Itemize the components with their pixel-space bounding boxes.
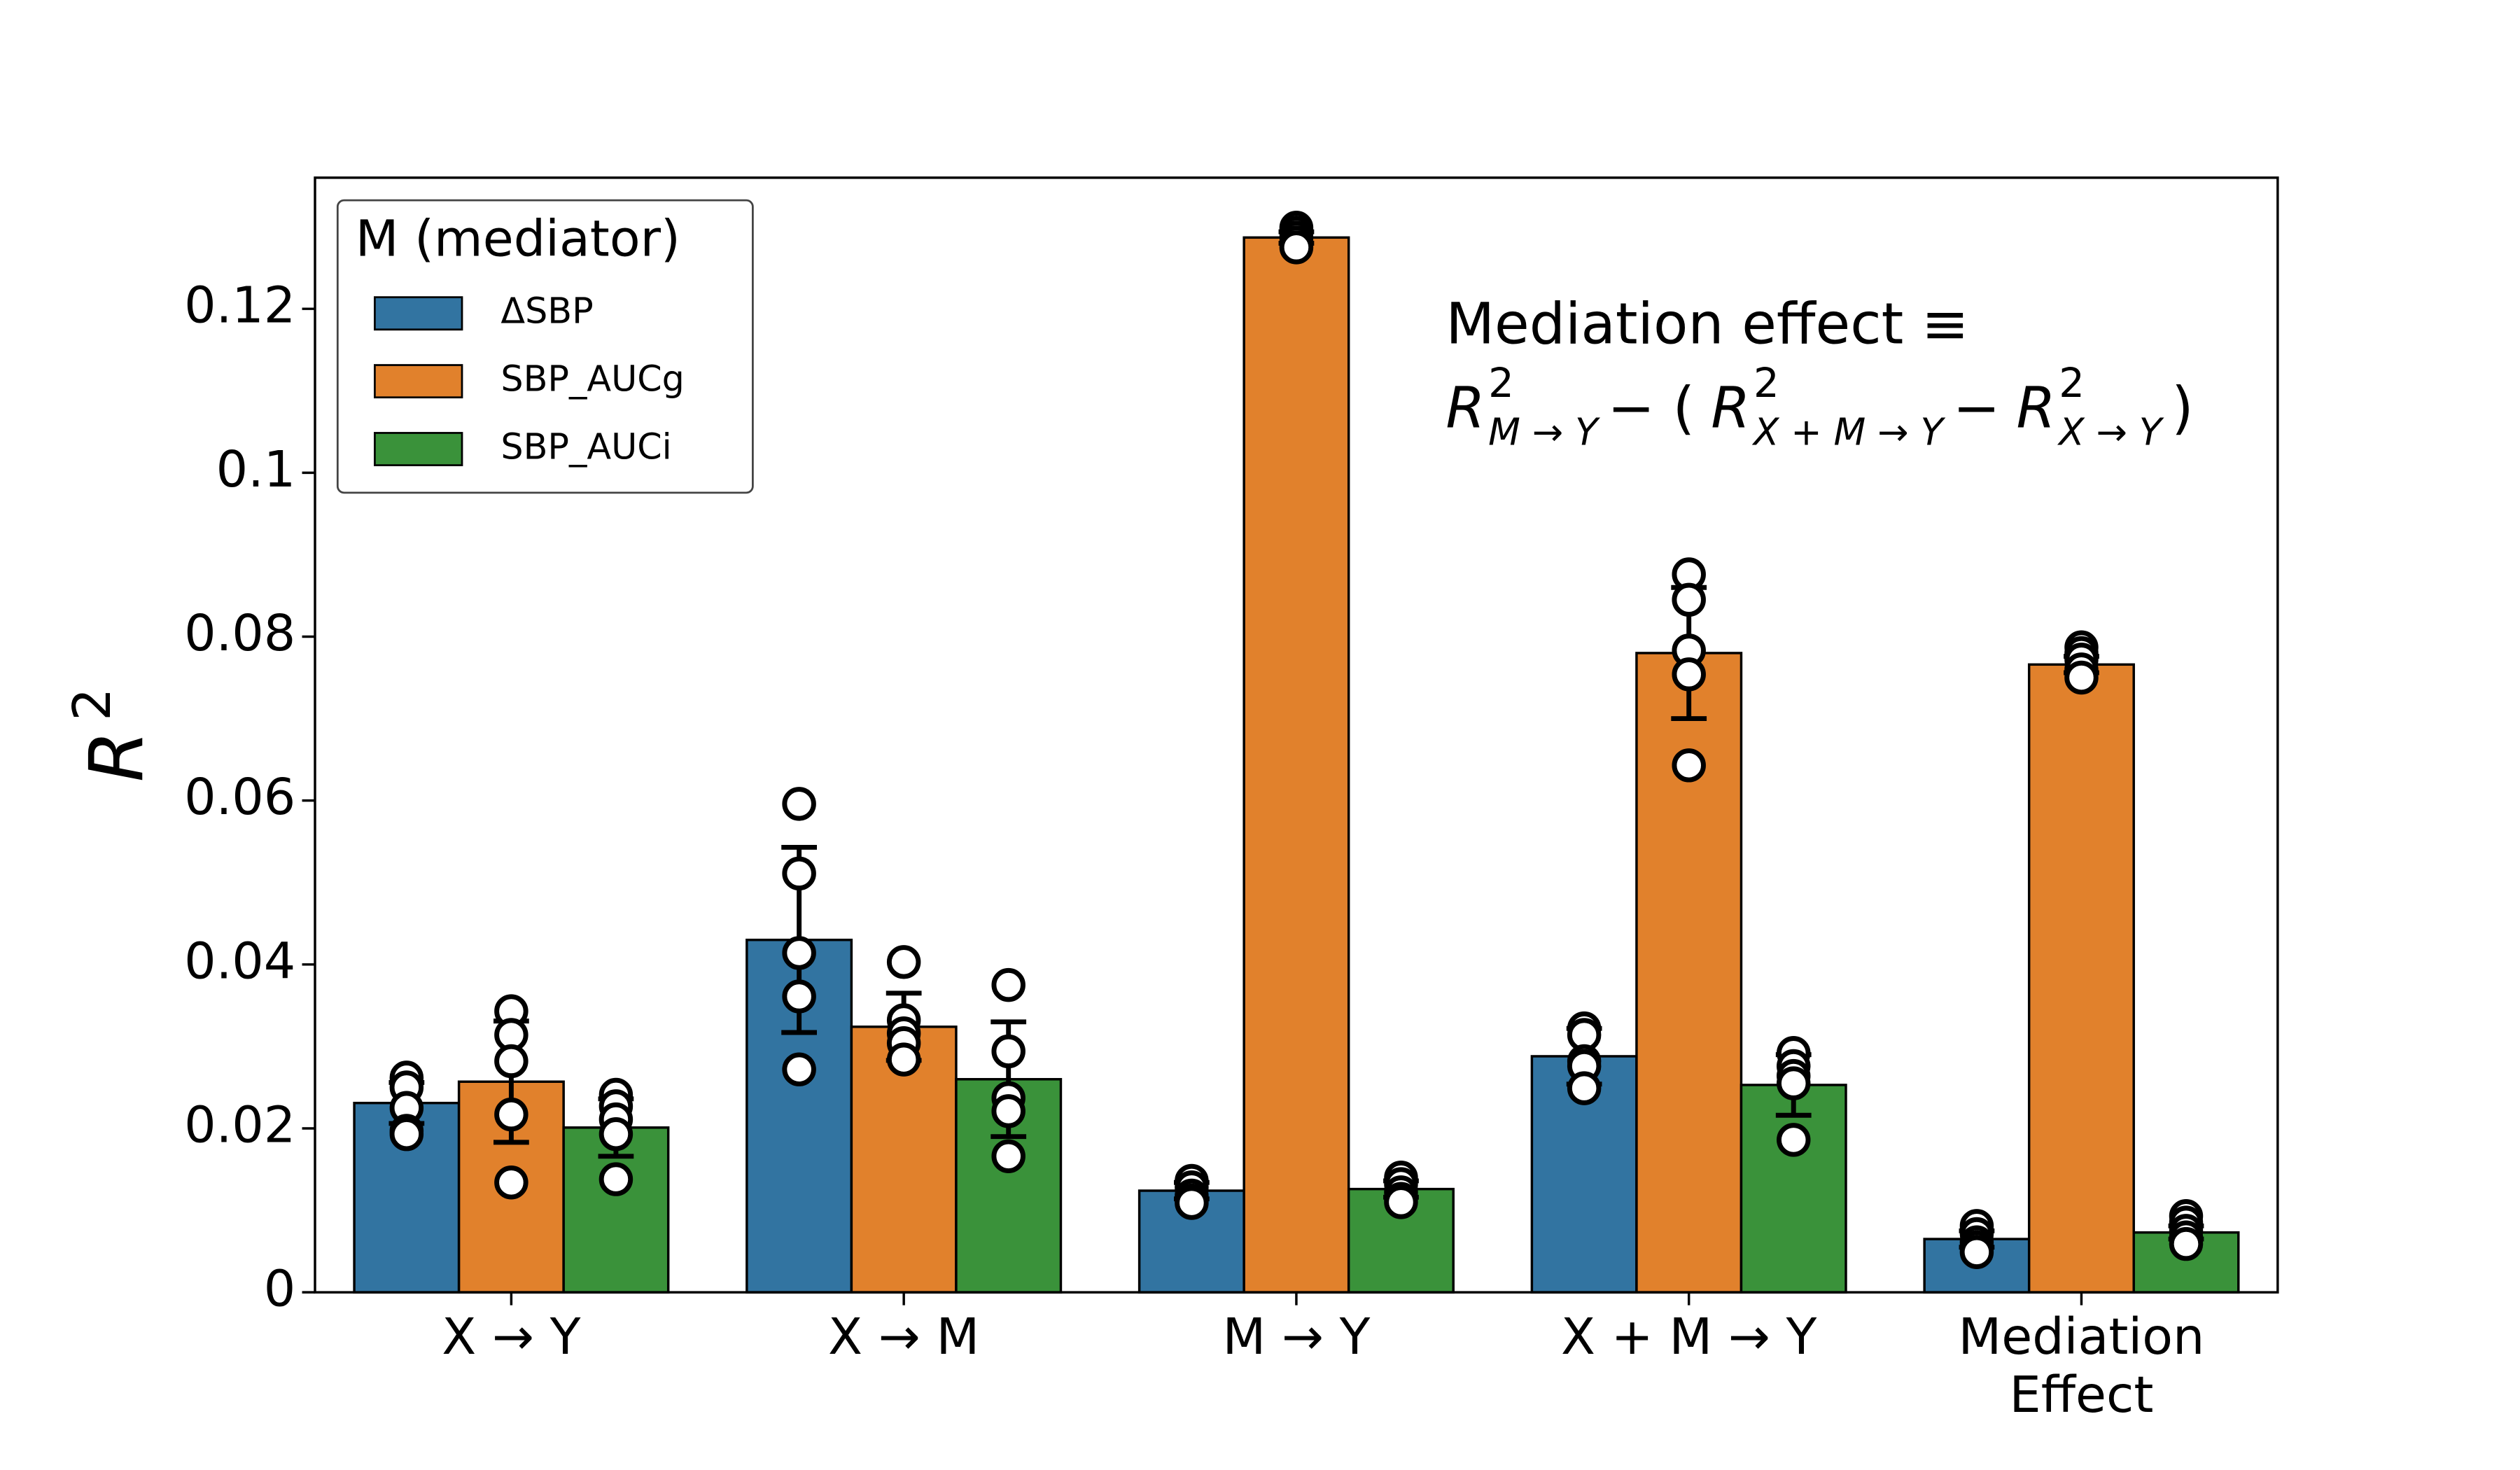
annotation: Mediation effect ≡ xyxy=(1446,291,1968,357)
data-point xyxy=(991,1094,1026,1128)
y-tick-label: 0.02 xyxy=(184,1096,295,1154)
data-point xyxy=(782,1052,816,1086)
x-tick-label-box: M → Y xyxy=(1222,1308,1371,1367)
data-point xyxy=(1777,1066,1811,1100)
data-point xyxy=(494,1166,528,1200)
data-point xyxy=(598,1162,634,1196)
data-point xyxy=(494,1097,528,1132)
data-point xyxy=(598,1116,634,1152)
legend-label: SBP_AUCg xyxy=(500,358,685,400)
data-point xyxy=(389,1116,424,1152)
y-tick-label: 0.12 xyxy=(184,276,295,335)
y-tick-label: 0.1 xyxy=(216,440,296,498)
y-axis-label: R2 xyxy=(62,688,160,783)
formula-sup: 2 xyxy=(1754,359,1779,407)
data-point xyxy=(1175,1186,1209,1220)
formula-text: R xyxy=(1446,375,1485,441)
x-tick-label: X → M xyxy=(828,1308,980,1367)
y-tick-label: 0 xyxy=(264,1260,296,1318)
x-tick-label-box: X → M xyxy=(828,1308,980,1367)
data-point xyxy=(782,787,816,821)
formula-text: R xyxy=(1711,375,1750,441)
data-point xyxy=(991,1034,1026,1069)
data-point xyxy=(1279,230,1314,265)
legend-title: M (mediator) xyxy=(356,210,680,268)
formula-sub: X + M → Y xyxy=(1751,410,1946,454)
bar xyxy=(1740,1084,1847,1294)
x-tick-label: Mediation Effect xyxy=(1958,1308,2205,1425)
data-point xyxy=(1959,1235,1994,1270)
legend-label: SBP_AUCi xyxy=(500,426,671,468)
bar xyxy=(1242,236,1350,1294)
x-tick-label: X → Y xyxy=(442,1308,581,1367)
data-point xyxy=(494,1044,528,1079)
data-point xyxy=(782,979,816,1014)
x-tick-label-box: Mediation Effect xyxy=(1958,1308,2205,1425)
legend: M (mediator) ΔSBP SBP_AUCg SBP_AUCi xyxy=(336,199,754,494)
formula-sup: 2 xyxy=(2059,359,2085,407)
data-point xyxy=(991,1139,1026,1174)
data-point xyxy=(1672,582,1706,617)
y-tick-label: 0.06 xyxy=(184,768,295,826)
legend-swatch xyxy=(373,364,463,399)
data-point xyxy=(1672,748,1706,783)
data-point xyxy=(886,1042,921,1077)
x-tick-label-box: X → Y xyxy=(442,1308,581,1367)
formula-sub: X → Y xyxy=(2057,410,2164,454)
formula-text: − ( xyxy=(1607,375,1695,441)
legend-swatch xyxy=(373,296,463,331)
legend-box xyxy=(336,199,754,494)
data-point xyxy=(2064,660,2099,695)
data-point xyxy=(991,967,1026,1002)
x-tick-label-box: X + M → Y xyxy=(1561,1308,1817,1367)
data-point xyxy=(1384,1185,1418,1219)
data-point xyxy=(782,856,816,891)
formula-text: R xyxy=(2017,375,2056,441)
data-point xyxy=(782,936,816,970)
formula-sub: M → Y xyxy=(1488,410,1600,454)
data-point xyxy=(1567,1071,1602,1105)
data-point xyxy=(2169,1226,2204,1261)
y-axis-label-sup: 2 xyxy=(62,688,122,721)
bar xyxy=(2027,663,2135,1294)
y-axis-label-base: R xyxy=(74,731,160,783)
y-tick-label: 0.08 xyxy=(184,604,295,662)
formula-text: − xyxy=(1953,375,2001,441)
data-point xyxy=(1777,1123,1811,1157)
plot-frame xyxy=(314,176,2279,1294)
data-point xyxy=(886,945,921,979)
x-tick-label: X + M → Y xyxy=(1561,1308,1817,1367)
x-tick-label: M → Y xyxy=(1222,1308,1371,1367)
legend-label: ΔSBP xyxy=(500,290,593,332)
legend-swatch xyxy=(373,432,463,466)
y-tick-label: 0.04 xyxy=(184,932,295,990)
formula-text: ) xyxy=(2171,375,2194,441)
data-point xyxy=(1672,657,1706,692)
formula-sup: 2 xyxy=(1488,359,1514,407)
